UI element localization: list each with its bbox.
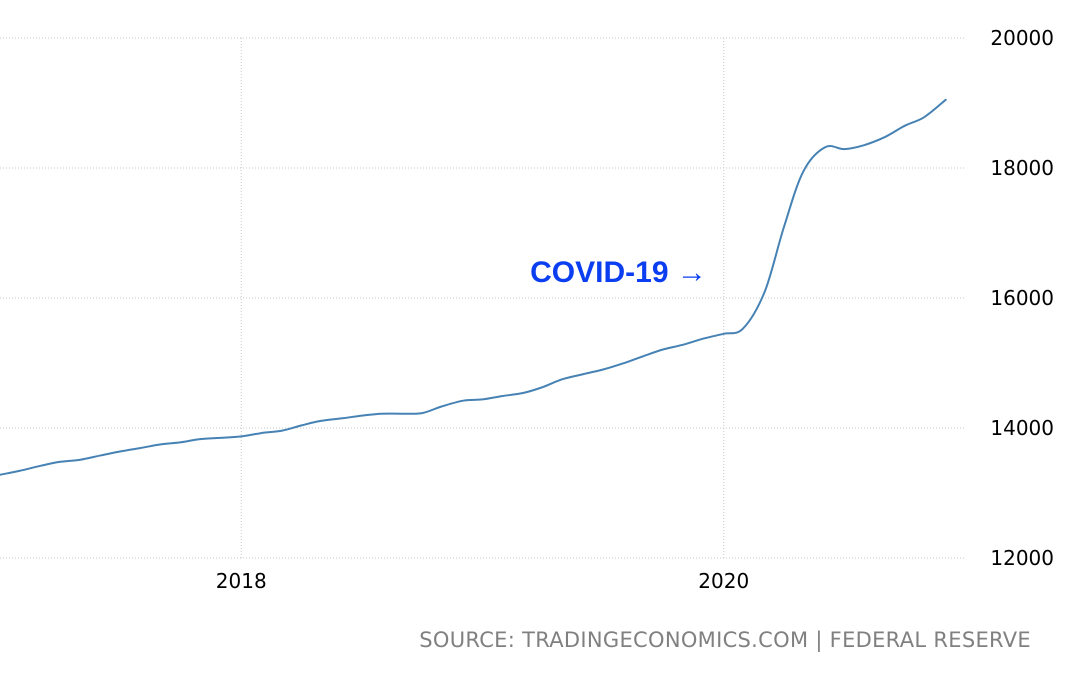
- x-tick-label: 2018: [216, 569, 267, 593]
- series-layer: [0, 98, 947, 476]
- chart-canvas: COVID-19 → 12000 14000 16000 18000 20000 2018…: [0, 26, 1054, 593]
- series-line: [0, 98, 947, 476]
- annotation-label: COVID-19 →: [530, 256, 707, 289]
- y-tick-label: 20000: [990, 26, 1054, 50]
- source-caption: SOURCE: TRADINGECONOMICS.COM | FEDERAL R…: [419, 628, 1031, 652]
- y-tick-label: 16000: [990, 286, 1054, 310]
- y-tick-label: 12000: [990, 546, 1054, 570]
- y-tick-label: 14000: [990, 416, 1054, 440]
- grid-layer: [0, 37, 965, 559]
- y-tick-label: 18000: [990, 156, 1054, 180]
- x-tick-label: 2020: [698, 569, 749, 593]
- tick-layer: 12000 14000 16000 18000 20000 2018 2020: [216, 26, 1054, 593]
- annotation-layer: COVID-19 →: [530, 256, 707, 289]
